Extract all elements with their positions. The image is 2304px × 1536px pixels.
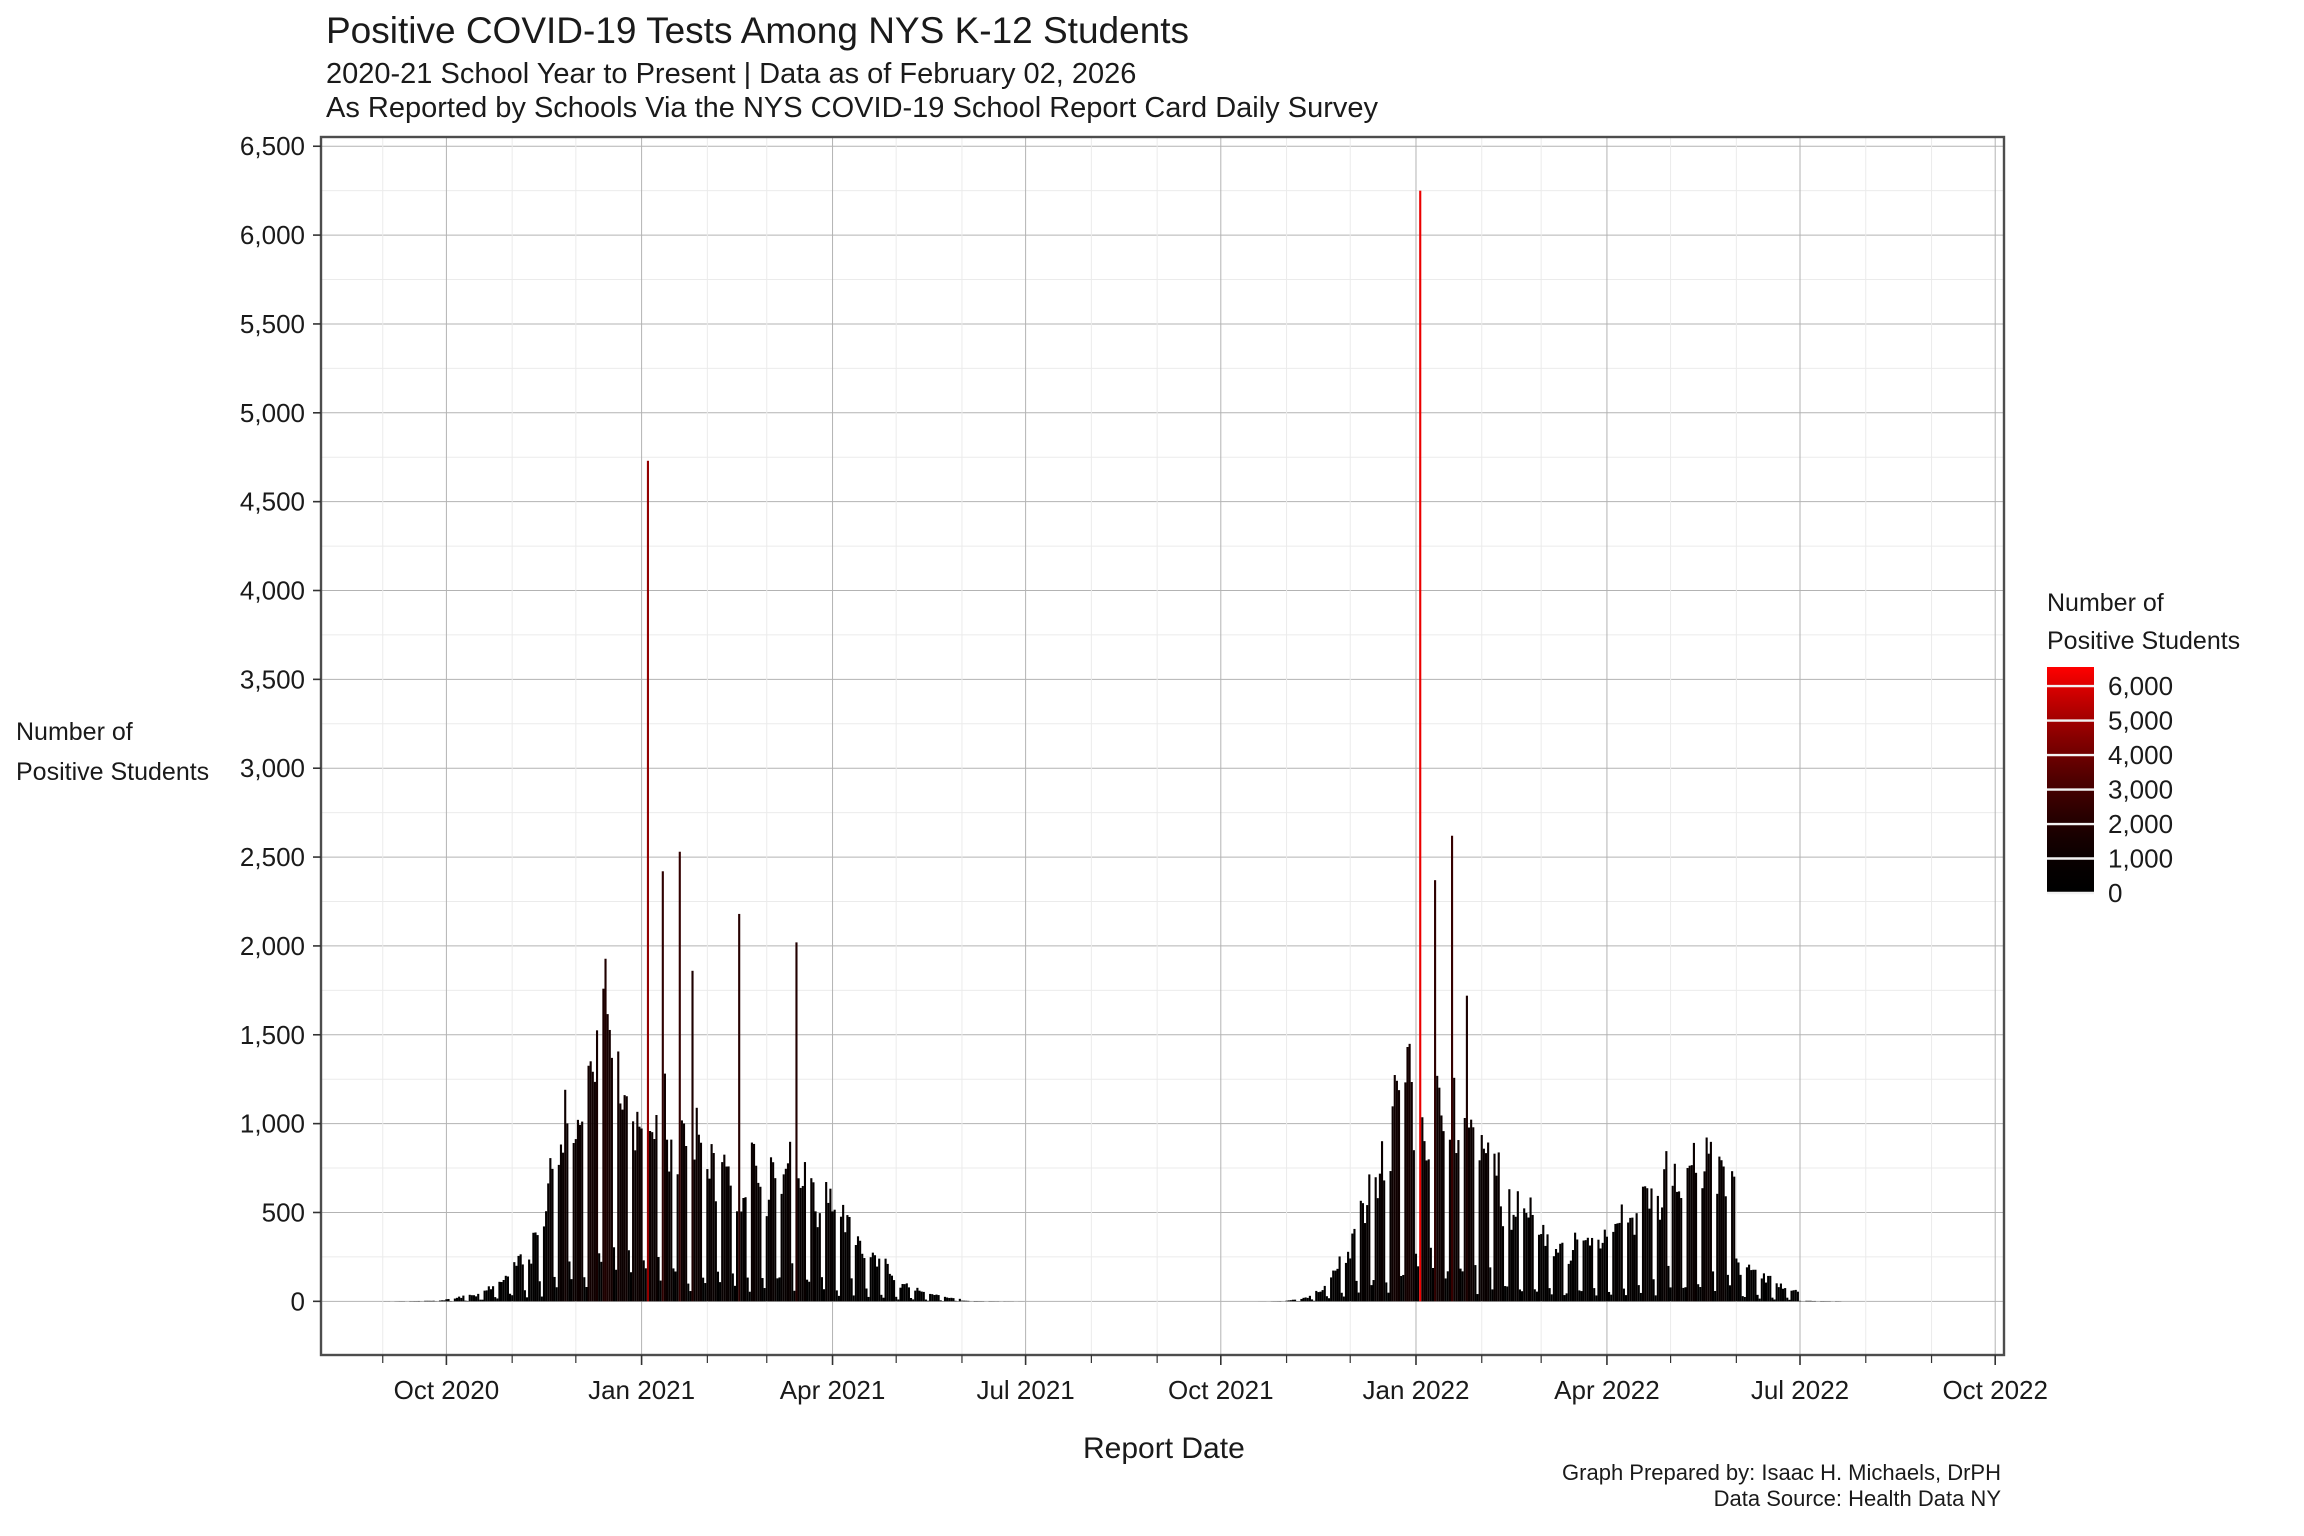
svg-text:Apr 2021: Apr 2021 — [780, 1375, 886, 1405]
svg-text:4,500: 4,500 — [240, 487, 305, 517]
svg-text:3,500: 3,500 — [240, 664, 305, 694]
svg-text:5,000: 5,000 — [240, 398, 305, 428]
svg-text:Number of: Number of — [2047, 589, 2164, 617]
svg-text:5,500: 5,500 — [240, 309, 305, 339]
svg-text:6,000: 6,000 — [2108, 671, 2173, 701]
svg-text:6,000: 6,000 — [240, 220, 305, 250]
svg-text:3,000: 3,000 — [240, 753, 305, 783]
svg-text:Positive Students: Positive Students — [2047, 627, 2240, 655]
svg-text:500: 500 — [262, 1197, 305, 1227]
svg-text:Jul 2022: Jul 2022 — [1751, 1375, 1849, 1405]
svg-text:2,000: 2,000 — [240, 931, 305, 961]
svg-text:Jan 2022: Jan 2022 — [1362, 1375, 1469, 1405]
svg-text:4,000: 4,000 — [2108, 740, 2173, 770]
svg-text:3,000: 3,000 — [2108, 775, 2173, 805]
svg-text:Jan 2021: Jan 2021 — [588, 1375, 695, 1405]
svg-text:Jul 2021: Jul 2021 — [976, 1375, 1074, 1405]
svg-text:Oct 2021: Oct 2021 — [1168, 1375, 1274, 1405]
svg-text:4,000: 4,000 — [240, 576, 305, 606]
svg-text:0: 0 — [291, 1286, 305, 1316]
svg-text:Oct 2022: Oct 2022 — [1942, 1375, 2048, 1405]
svg-text:1,500: 1,500 — [240, 1020, 305, 1050]
svg-text:2,000: 2,000 — [2108, 809, 2173, 839]
svg-text:2,500: 2,500 — [240, 842, 305, 872]
svg-text:6,500: 6,500 — [240, 131, 305, 161]
svg-text:Oct 2020: Oct 2020 — [394, 1375, 500, 1405]
svg-text:0: 0 — [2108, 878, 2122, 908]
svg-text:5,000: 5,000 — [2108, 706, 2173, 736]
svg-text:1,000: 1,000 — [2108, 844, 2173, 874]
svg-text:Apr 2022: Apr 2022 — [1554, 1375, 1660, 1405]
svg-text:1,000: 1,000 — [240, 1109, 305, 1139]
